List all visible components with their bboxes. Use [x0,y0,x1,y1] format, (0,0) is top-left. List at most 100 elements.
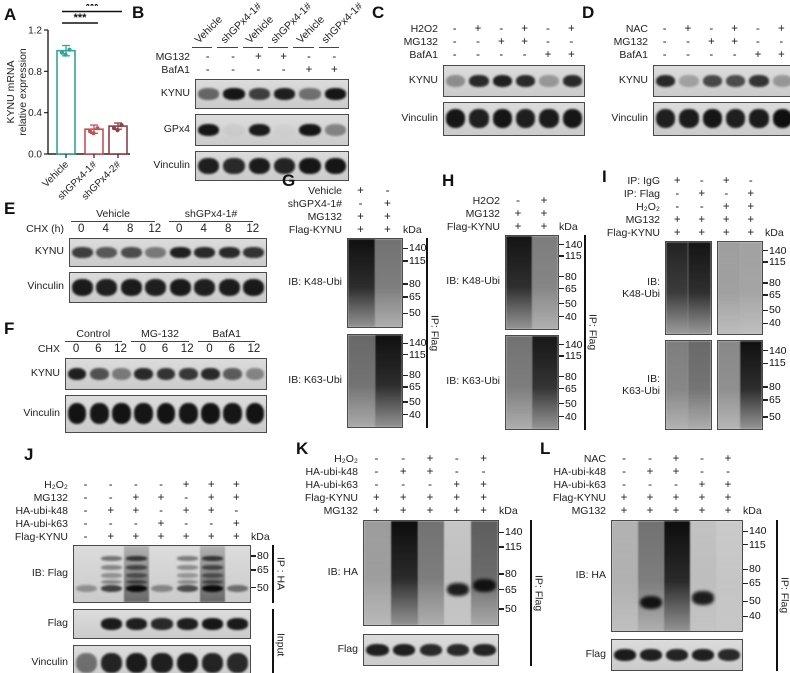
protein-band [101,573,123,578]
marker-label: 140 [559,339,583,351]
treatment-value: + [672,491,680,504]
blot-lane [297,152,322,180]
treatment-value: - [256,63,261,76]
blot-row: Vinculin [132,151,349,181]
blot-lane [74,546,99,602]
blot-lane [323,80,348,108]
marker-column: 140 115 80 65 50 [403,238,431,326]
blot-lane [444,103,467,135]
treatment-value: + [724,452,732,465]
blot-lane [144,273,169,302]
blot-lane [348,239,375,327]
protein-band [366,644,389,656]
blot-lane [272,152,297,180]
smear-signal [417,521,445,625]
treatment-row: BafA1 - - - - + + [372,48,585,61]
smear-signal [739,341,762,429]
treatment-value: - [108,478,113,491]
protein-band [324,157,346,174]
protein-band [718,649,740,661]
marker-column: 140 115 80 65 50 40 [743,520,781,630]
marker-label: 40 [743,610,761,622]
marker-label: 115 [763,357,786,369]
blot-row: Flag [540,639,781,671]
treatment-value: + [233,530,240,543]
treatment-name: HA-ubi-k48 [553,465,606,478]
protein-band [120,278,142,296]
blot-lane [690,640,716,670]
treatment-name: H₂O₂ [44,478,68,491]
blot-lane [391,635,418,665]
marker-label: 80 [743,563,761,575]
blot-lane [74,646,99,673]
marker-label: 50 [743,595,761,607]
blot-lane [88,396,110,432]
blot-label: GPx4 [163,122,190,135]
treatment-value: - [648,478,652,491]
marker-label: 50 [763,411,781,423]
treatment-value: + [724,504,732,517]
panel-letter: F [4,319,15,338]
blot-row: Vinculin [4,272,267,303]
smear-signal [532,236,558,329]
blot-label: IB: K48-Ubi [446,275,500,288]
blot-lane [467,103,490,135]
blot-row: GPx4 [132,114,349,146]
blot-box [347,238,403,328]
treatment-value: + [777,22,785,35]
blot-label: IB: K63-Ubi [446,375,500,388]
blot-lane [444,635,471,665]
treatment-value: + [672,504,680,517]
blot-label: Vinculin [153,158,190,171]
marker-label: 80 [403,369,421,381]
treatment-value: 0 [176,222,183,235]
treatment-value: + [132,530,140,543]
lane-underline [217,47,238,48]
protein-band [176,585,198,593]
protein-band [299,124,321,136]
blot-lane [74,610,99,638]
protein-band [96,278,118,296]
treatment-value: + [480,452,487,465]
protein-band [151,618,173,630]
treatment-value: + [514,220,522,233]
blot-lane [717,242,740,334]
blot-lane [739,341,762,429]
blot-lane [688,341,711,429]
marker-label: 140 [559,239,583,251]
panel-letter: H [442,171,455,190]
treatment-row: NAC - - + - + [540,452,781,465]
treatment-value: 8 [127,222,134,235]
blot-lane [506,236,532,329]
marker-column: 140 115 80 65 50 40 [403,334,431,426]
blot-lane [200,610,225,638]
protein-band [101,556,123,561]
smear-signal [471,521,498,625]
blot-row: KYNU [132,79,349,109]
panel-letter: K [296,439,309,458]
blot-box [665,241,763,335]
protein-band [101,565,123,570]
data-point [91,131,96,136]
lane-underline [192,47,213,48]
treatment-name: MG132 [571,504,606,517]
protein-band [71,278,93,296]
marker-column: 140 115 80 65 50 40 [763,241,790,335]
marker-column: 140 115 80 65 50 [499,520,535,624]
protein-band [198,88,220,100]
blot-row: IB: Flag 80 65 50 [4,545,277,603]
kda-header: kDa [559,220,578,233]
treatment-value: + [514,207,522,220]
treatment-value: - [452,35,457,48]
treatment-value: - [281,63,286,76]
treatment-name: MG132 [33,491,68,504]
marker-column: 140 115 80 65 50 40 [559,235,589,328]
treatment-name: BafA1 [619,48,648,61]
treatment-value: - [700,452,704,465]
marker-label: 65 [403,381,421,393]
blot-lane [612,521,638,631]
treatment-value: + [207,491,215,504]
treatment-value: + [724,491,732,504]
protein-band [243,278,265,296]
